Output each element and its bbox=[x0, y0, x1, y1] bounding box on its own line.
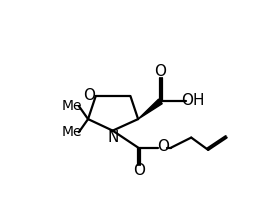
Text: Me: Me bbox=[62, 99, 82, 113]
Text: O: O bbox=[83, 88, 95, 103]
Text: O: O bbox=[155, 64, 166, 79]
Polygon shape bbox=[138, 99, 162, 119]
Text: O: O bbox=[133, 163, 145, 178]
Text: Me: Me bbox=[62, 125, 82, 139]
Text: OH: OH bbox=[181, 93, 204, 108]
Text: O: O bbox=[157, 139, 169, 154]
Text: N: N bbox=[108, 130, 119, 145]
